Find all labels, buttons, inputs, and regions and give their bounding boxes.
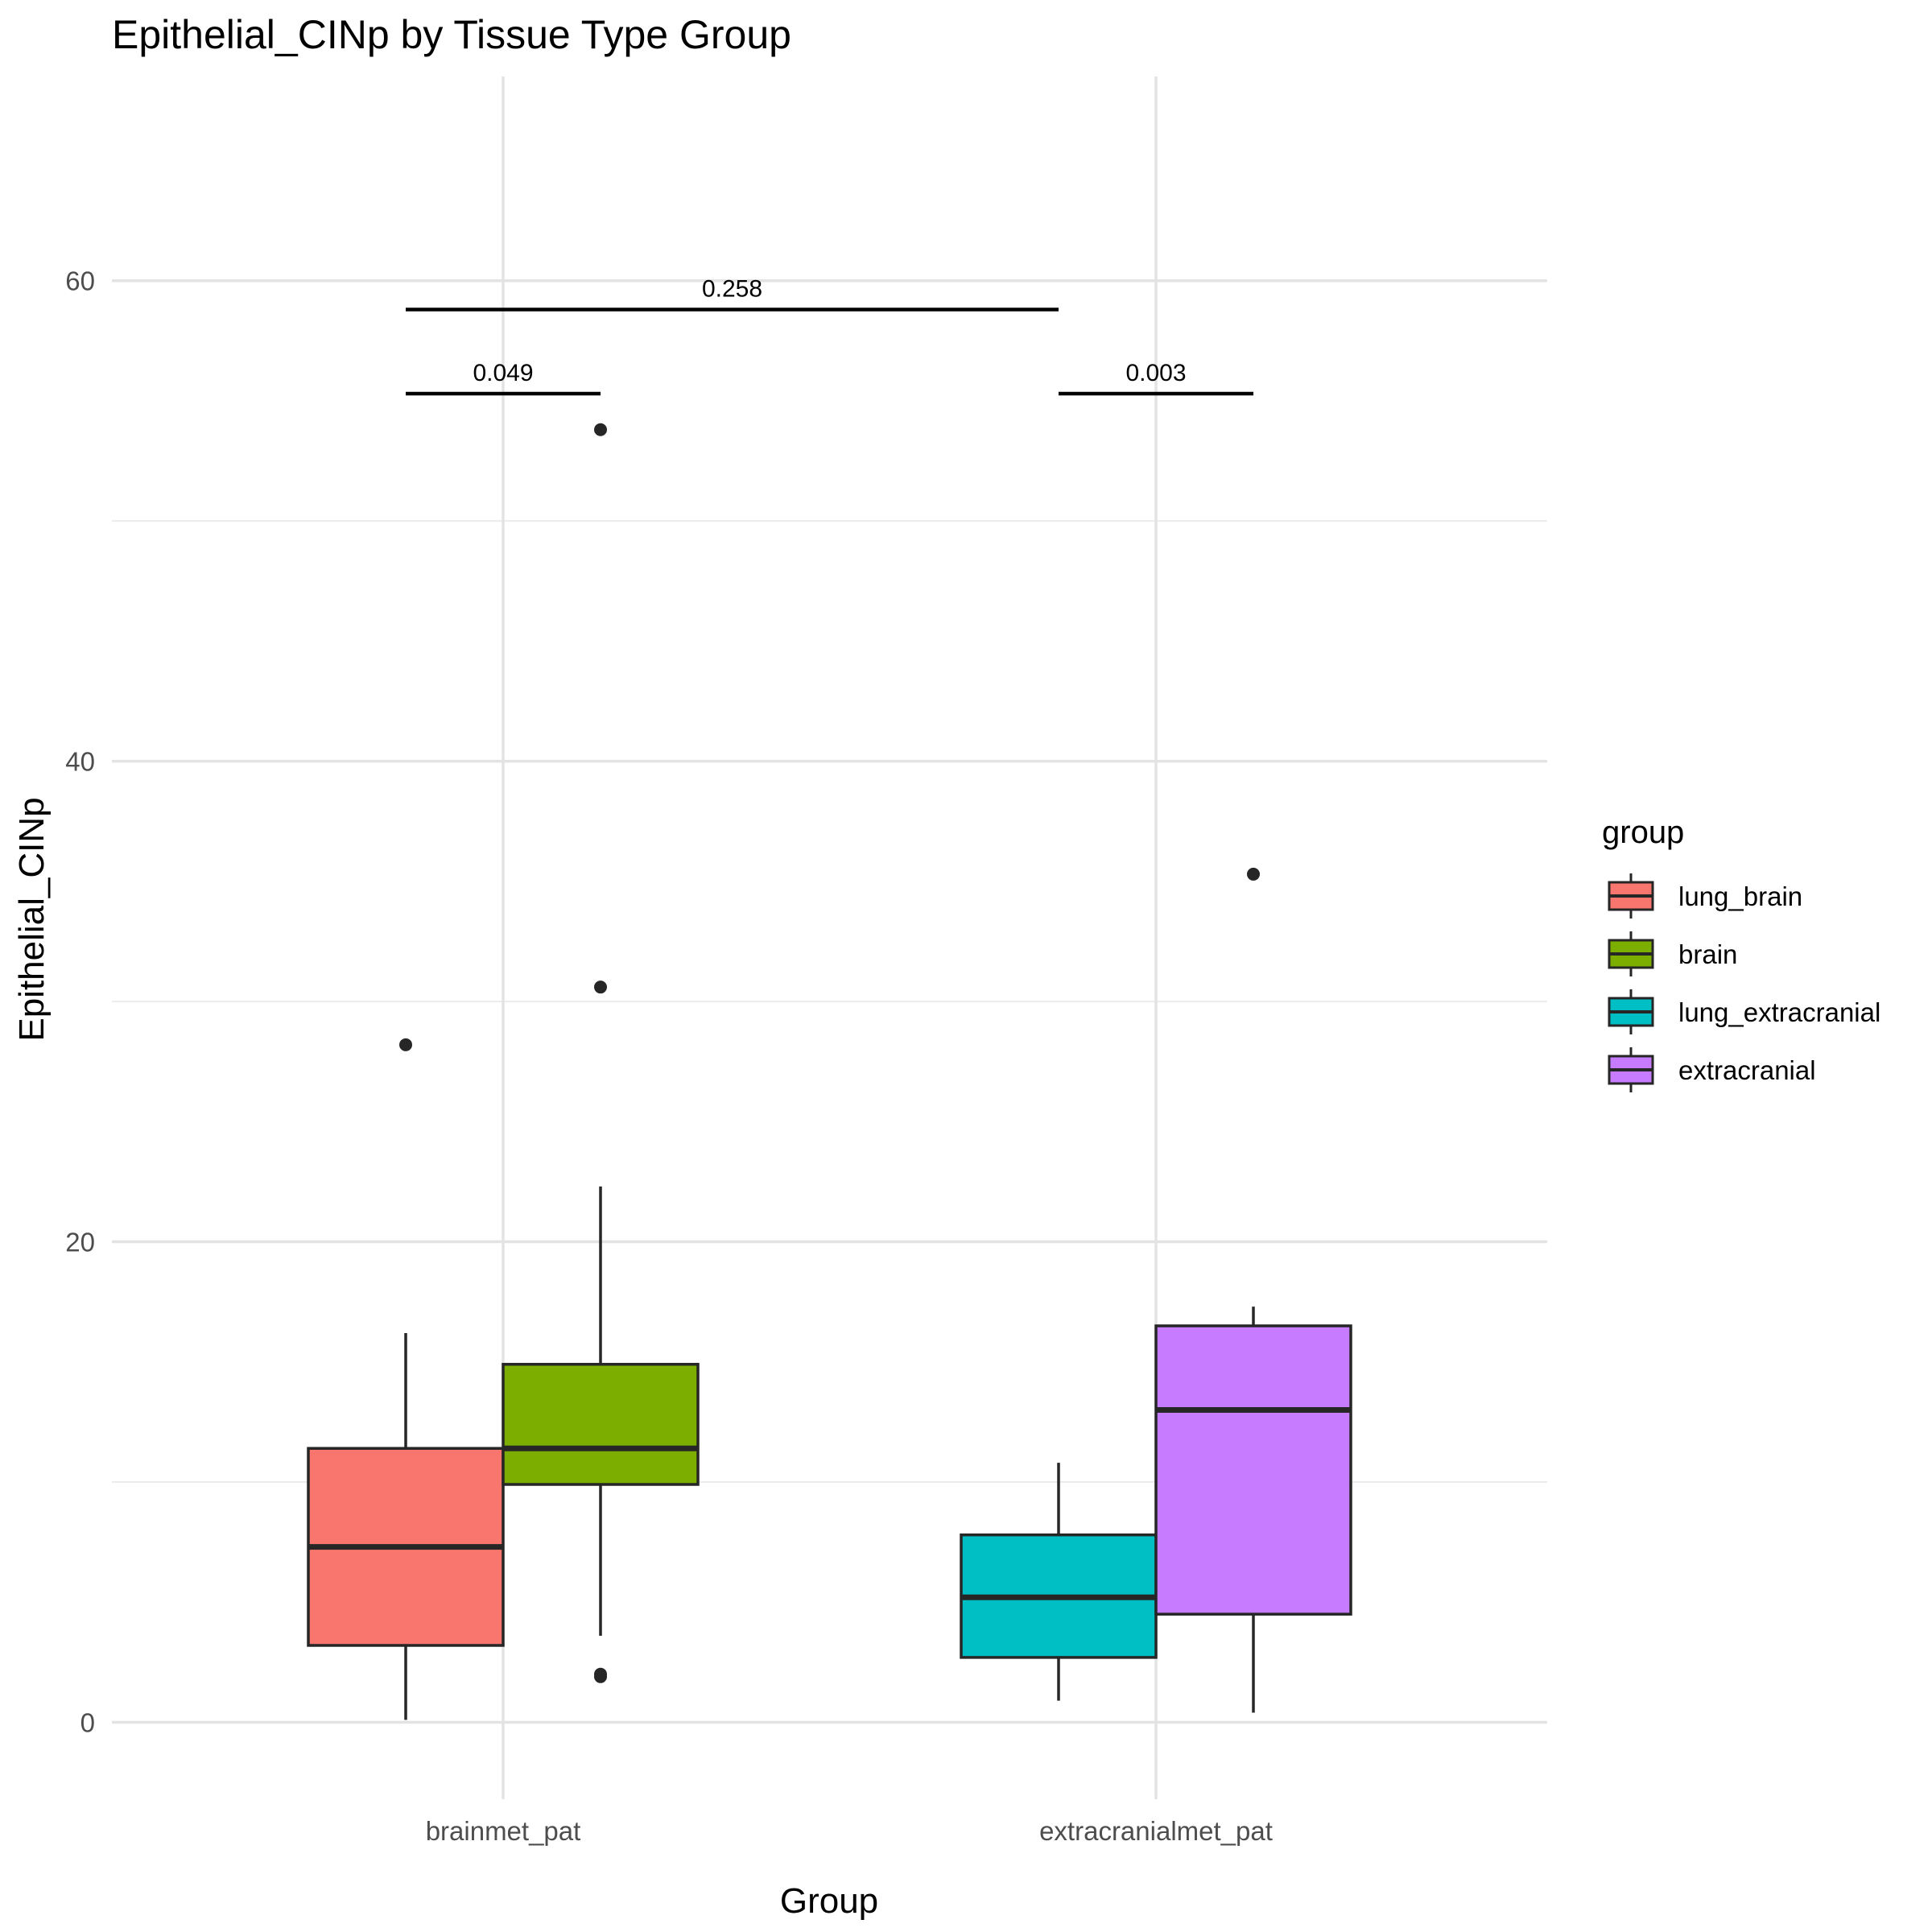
- box-extracranial: [1154, 867, 1352, 1713]
- legend-label: lung_extracranial: [1678, 997, 1880, 1027]
- box-lung_extracranial: [960, 1463, 1158, 1701]
- p-value-label: 0.049: [473, 360, 533, 386]
- outlier-point: [399, 1038, 412, 1051]
- y-axis-title: Epithelial_CINp: [12, 797, 52, 1041]
- box-lung_brain: [307, 1038, 505, 1720]
- y-tick-label: 40: [65, 747, 95, 777]
- y-tick-label: 0: [80, 1707, 95, 1737]
- legend-item-brain: brain: [1608, 931, 1737, 976]
- box-brain: [502, 423, 700, 1683]
- p-value-label: 0.003: [1125, 360, 1186, 386]
- x-tick-label: extracranialmet_pat: [1039, 1816, 1273, 1846]
- x-tick-label: brainmet_pat: [426, 1816, 581, 1846]
- y-tick-label: 20: [65, 1228, 95, 1257]
- box-iqr: [1154, 1324, 1352, 1616]
- outlier-point: [594, 980, 607, 994]
- outlier-point: [1247, 867, 1260, 881]
- x-axis-title: Group: [780, 1881, 878, 1921]
- axis-ticks: 0 20 40 60 brainmet_pat extracranialmet_pat: [65, 266, 1273, 1846]
- y-tick-label: 60: [65, 266, 95, 296]
- outlier-point: [594, 423, 607, 436]
- box-layer: [307, 423, 1352, 1720]
- box-iqr: [502, 1363, 700, 1486]
- legend-item-extracranial: extracranial: [1608, 1047, 1816, 1092]
- legend-title: group: [1602, 815, 1684, 850]
- outlier-point: [594, 1670, 607, 1683]
- chart-title: Epithelial_CINp by Tissue Type Group: [112, 12, 791, 57]
- p-value-label: 0.258: [702, 276, 762, 303]
- legend-label: brain: [1678, 939, 1737, 969]
- legend-item-lung_extracranial: lung_extracranial: [1608, 989, 1880, 1034]
- legend-label: extracranial: [1678, 1055, 1816, 1085]
- significance-annotations: 0.049 0.003 0.258: [406, 276, 1253, 396]
- legend-item-lung_brain: lung_brain: [1608, 873, 1802, 919]
- legend-label: lung_brain: [1678, 881, 1802, 911]
